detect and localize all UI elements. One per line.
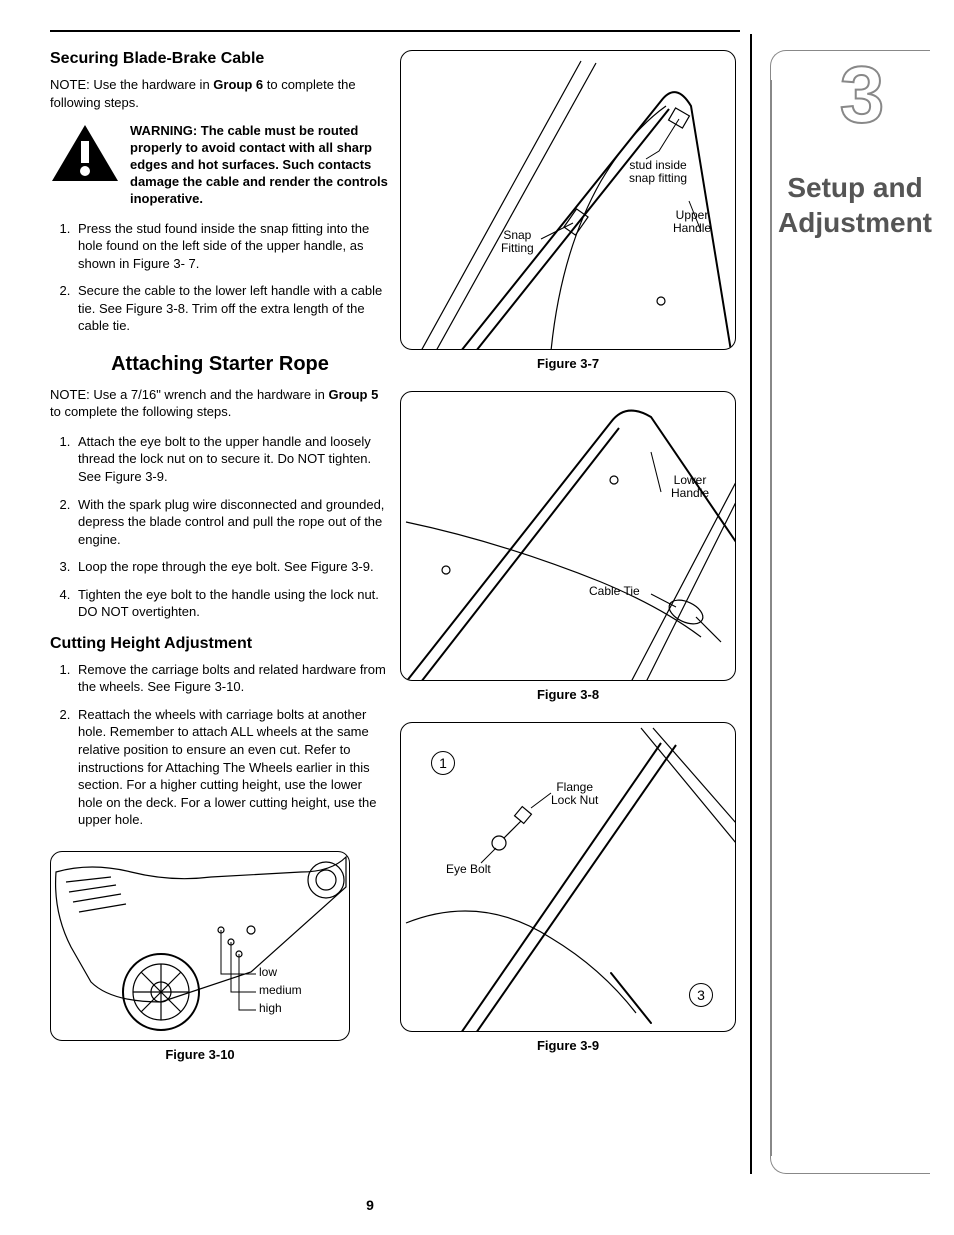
figure-3-9: Flange Lock Nut Eye Bolt 1 3	[400, 722, 736, 1032]
list-item: Attach the eye bolt to the upper handle …	[74, 433, 390, 486]
warning-label: WARNING:	[130, 123, 201, 138]
label-low: low	[259, 966, 277, 979]
chapter-title: Setup and Adjustment	[755, 170, 954, 240]
steps-starter-rope: Attach the eye bolt to the upper handle …	[50, 433, 390, 621]
top-rule	[50, 30, 740, 32]
note-post: to complete the following steps.	[50, 404, 231, 419]
heading-starter-rope: Attaching Starter Rope	[50, 353, 390, 376]
list-item: With the spark plug wire disconnected an…	[74, 496, 390, 549]
note-group6: NOTE: Use the hardware in Group 6 to com…	[50, 76, 390, 111]
note-bold: Group 5	[328, 387, 378, 402]
label-eye-bolt: Eye Bolt	[446, 863, 491, 876]
list-item: Secure the cable to the lower left handl…	[74, 282, 390, 335]
heading-securing-cable: Securing Blade-Brake Cable	[50, 50, 390, 68]
label-upper-handle: Upper Handle	[673, 209, 711, 235]
list-item: Reattach the wheels with carriage bolts …	[74, 706, 390, 829]
note-pre: NOTE: Use the hardware in	[50, 77, 213, 92]
chapter-title-line1: Setup and	[787, 172, 922, 203]
right-column: Snap Fitting stud inside snap fitting Up…	[400, 50, 736, 1053]
chapter-number: 3	[792, 55, 932, 135]
left-column: Securing Blade-Brake Cable NOTE: Use the…	[50, 50, 390, 1062]
circle-num: 3	[689, 983, 713, 1007]
figure-3-8: Lower Handle Cable Tie	[400, 391, 736, 681]
label-stud: stud inside snap fitting	[629, 159, 687, 185]
manual-page: 3 Setup and Adjustment Securing Blade-Br…	[0, 0, 954, 1235]
figure-3-10: low medium high	[50, 851, 350, 1041]
caption-3-10: Figure 3-10	[50, 1047, 350, 1062]
warning-block: WARNING: The cable must be routed proper…	[50, 123, 390, 207]
label-medium: medium	[259, 984, 302, 997]
list-item: Loop the rope through the eye bolt. See …	[74, 558, 390, 576]
caption-3-8: Figure 3-8	[400, 687, 736, 702]
label-high: high	[259, 1002, 282, 1015]
steps-securing-cable: Press the stud found inside the snap fit…	[50, 220, 390, 335]
circle-num: 1	[431, 751, 455, 775]
sidebar-frame-left	[770, 80, 772, 1156]
note-pre: NOTE: Use a 7/16" wrench and the hardwar…	[50, 387, 328, 402]
chapter-title-line2: Adjustment	[778, 207, 932, 238]
caption-3-7: Figure 3-7	[400, 356, 736, 371]
list-item: Tighten the eye bolt to the handle using…	[74, 586, 390, 621]
note-bold: Group 6	[213, 77, 263, 92]
warning-text: WARNING: The cable must be routed proper…	[130, 123, 390, 207]
sidebar-frame-bottom	[770, 1156, 930, 1174]
step-marker-1: 1	[431, 751, 455, 775]
label-lower-handle: Lower Handle	[671, 474, 709, 500]
label-flange: Flange Lock Nut	[551, 781, 598, 807]
figure-3-7: Snap Fitting stud inside snap fitting Up…	[400, 50, 736, 350]
heading-cutting-height: Cutting Height Adjustment	[50, 635, 390, 653]
step-marker-3: 3	[689, 983, 713, 1007]
warning-icon	[50, 123, 120, 207]
list-item: Remove the carriage bolts and related ha…	[74, 661, 390, 696]
label-snap-fitting: Snap Fitting	[501, 229, 534, 255]
label-cable-tie: Cable Tie	[589, 585, 640, 598]
note-group5: NOTE: Use a 7/16" wrench and the hardwar…	[50, 386, 390, 421]
list-item: Press the stud found inside the snap fit…	[74, 220, 390, 273]
caption-3-9: Figure 3-9	[400, 1038, 736, 1053]
page-number: 9	[0, 1197, 740, 1213]
steps-cutting-height: Remove the carriage bolts and related ha…	[50, 661, 390, 829]
sidebar-rule	[750, 34, 752, 1174]
